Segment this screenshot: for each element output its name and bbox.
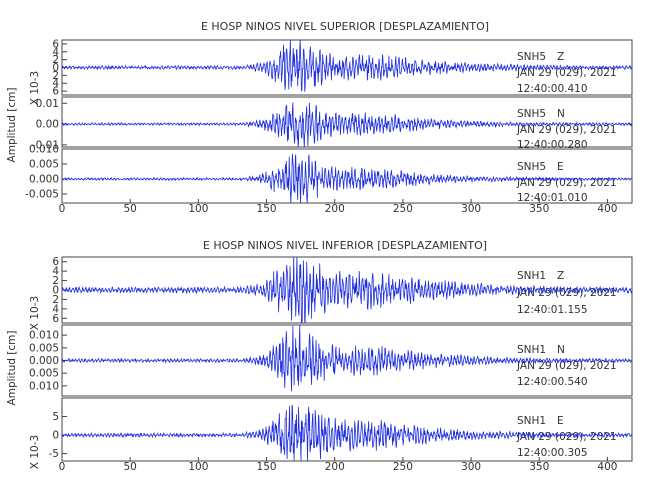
- date-label: JAN 29 (029), 2021: [516, 431, 617, 443]
- x-tick-label: 100: [188, 461, 208, 473]
- date-label: JAN 29 (029), 2021: [516, 124, 617, 136]
- x-tick-label: 400: [597, 203, 617, 215]
- x-tick-label: 400: [597, 461, 617, 473]
- chart-title-top: E HOSP NINOS NIVEL SUPERIOR [DESPLAZAMIE…: [201, 20, 489, 33]
- channel-label: SNH1: [517, 270, 546, 282]
- y-tick-label: 2: [52, 54, 59, 66]
- x-tick-label: 150: [257, 203, 277, 215]
- y-tick-label: 0: [52, 430, 59, 442]
- time-label: 12:40:01.010: [517, 192, 588, 204]
- y-tick-label: 6: [52, 38, 59, 50]
- y-tick-label: 6: [52, 256, 59, 268]
- y-tick-label: -0.005: [25, 189, 59, 201]
- component-label: Z: [557, 270, 564, 282]
- exponent-label: X 10-3: [29, 71, 41, 105]
- x-tick-label: 200: [325, 461, 345, 473]
- dynamic-marks: 0 50 100 150 200 250 300 350 40064202460.010.00-…: [25, 38, 633, 473]
- waveform-snh1-z: [61, 256, 633, 324]
- channel-label: SNH5: [517, 108, 546, 120]
- y-tick-label: -5: [49, 448, 59, 460]
- waveform-snh5-z: [61, 39, 633, 92]
- y-tick-label: 0.005: [29, 342, 59, 354]
- channel-label: SNH5: [517, 51, 546, 63]
- channel-label: SNH1: [517, 415, 546, 427]
- y-tick-label: 4: [52, 78, 59, 90]
- time-label: 12:40:00.305: [517, 447, 588, 459]
- component-label: Z: [557, 51, 564, 63]
- x-tick-label: 100: [188, 203, 208, 215]
- y-tick-label: 0.00: [36, 119, 59, 131]
- x-tick-label: 350: [529, 461, 549, 473]
- panel-snh1-z: X 10-3 SNH1 Z JAN 29 (029), 2021 12:40:0…: [29, 256, 633, 330]
- y-tick-label: 0.010: [29, 330, 59, 342]
- time-label: 12:40:00.280: [517, 139, 588, 151]
- x-tick-label: 0: [59, 203, 66, 215]
- y-tick-label: 6: [52, 313, 59, 325]
- panel-snh5-e: SNH5 E JAN 29 (029), 2021 12:40:01.010: [61, 148, 633, 204]
- y-tick-label: 0.005: [29, 159, 59, 171]
- y-tick-label: -0.01: [32, 139, 59, 151]
- y-tick-label: 4: [52, 46, 59, 58]
- y-tick-label: 0.01: [36, 98, 59, 110]
- x-tick-label: 50: [123, 203, 136, 215]
- y-tick-label: 0: [52, 285, 59, 297]
- x-tick-label: 200: [325, 203, 345, 215]
- y-tick-label: 2: [52, 294, 59, 306]
- time-label: 12:40:00.540: [517, 376, 588, 388]
- time-label: 12:40:01.155: [517, 304, 588, 316]
- time-label: 12:40:00.410: [517, 83, 588, 95]
- y-tick-label: 4: [52, 266, 59, 278]
- y-tick-label: 5: [52, 411, 59, 423]
- x-tick-label: 150: [257, 461, 277, 473]
- component-label: E: [557, 415, 564, 427]
- x-tick-label: 250: [393, 461, 413, 473]
- y-tick-label: 0.000: [29, 355, 59, 367]
- y-tick-label: 0.005: [29, 368, 59, 380]
- component-label: E: [557, 161, 564, 173]
- panel-snh5-n: SNH5 N JAN 29 (029), 2021 12:40:00.280: [61, 96, 633, 151]
- y-tick-label: 0.010: [29, 144, 59, 156]
- x-tick-label: 250: [393, 203, 413, 215]
- channel-label: SNH5: [517, 161, 546, 173]
- waveform-snh5-e: [61, 153, 633, 204]
- y-tick-label: 0: [52, 62, 59, 74]
- panel-snh5-z: X 10-3 SNH5 Z JAN 29 (029), 2021 12:40:0…: [29, 39, 633, 105]
- exponent-label: X 10-3: [29, 296, 41, 330]
- panel-snh1-e: X 10-3 SNH1 E JAN 29 (029), 2021 12:40:0…: [29, 397, 633, 469]
- x-tick-label: 50: [123, 461, 136, 473]
- y-tick-label: 0.010: [29, 380, 59, 392]
- channel-label: SNH1: [517, 344, 546, 356]
- ylabel-bottom: Amplitud [cm]: [6, 331, 18, 406]
- date-label: JAN 29 (029), 2021: [516, 360, 617, 372]
- exponent-label: X 10-3: [29, 435, 41, 469]
- panel-frame: [61, 397, 633, 462]
- component-label: N: [557, 344, 565, 356]
- waveform-snh1-e: [61, 404, 633, 462]
- x-tick-label: 0: [59, 461, 66, 473]
- panel-frame: [61, 148, 633, 204]
- chart-title-bottom: E HOSP NINOS NIVEL INFERIOR [DESPLAZAMIE…: [203, 239, 487, 252]
- waveform-snh5-n: [61, 102, 633, 148]
- x-tick-label: 300: [461, 203, 481, 215]
- component-label: N: [557, 108, 565, 120]
- y-tick-label: 2: [52, 275, 59, 287]
- y-tick-label: 0.000: [29, 174, 59, 186]
- ylabel-top: Amplitud [cm]: [6, 88, 18, 163]
- y-tick-label: 4: [52, 303, 59, 315]
- x-tick-label: 300: [461, 461, 481, 473]
- y-tick-label: 2: [52, 70, 59, 82]
- panel-frame: [61, 96, 633, 148]
- waveform-snh1-n: [61, 324, 633, 392]
- y-tick-label: 6: [52, 86, 59, 98]
- x-tick-label: 350: [529, 203, 549, 215]
